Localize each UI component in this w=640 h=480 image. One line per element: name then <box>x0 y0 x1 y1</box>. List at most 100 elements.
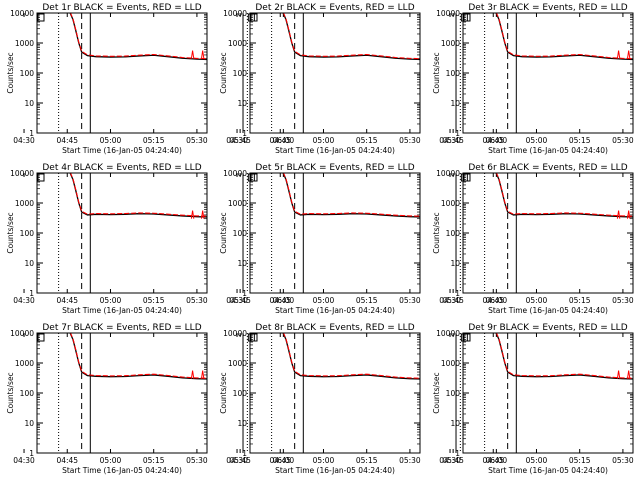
y-tick-label: 10 <box>237 99 247 108</box>
series-line-events <box>69 173 207 218</box>
lld-spike <box>616 50 621 59</box>
y-axis-label: Counts/sec <box>219 372 228 413</box>
y-tick-label: 1 <box>29 289 34 298</box>
x-tick-label: 05:15 <box>143 136 165 145</box>
y-axis-label: Counts/sec <box>6 372 15 413</box>
corner-box-left <box>37 13 45 22</box>
x-tick-label: 05:30 <box>399 136 421 145</box>
plot-frame <box>462 12 634 134</box>
series-line-lld <box>495 13 633 60</box>
x-tick-label: 06:00 <box>486 456 508 465</box>
corner-box-left <box>37 333 45 342</box>
y-tick-label: 100 <box>20 389 35 398</box>
y-tick-label: 100 <box>446 69 461 78</box>
plot-frame <box>36 332 208 454</box>
chart-title: Det 8r BLACK = Events, RED = LLD <box>255 323 414 333</box>
series-line-lld <box>495 173 633 217</box>
chart-title: Det 4r BLACK = Events, RED = LLD <box>42 163 201 173</box>
x-tick-label: 04:45 <box>56 456 78 465</box>
y-tick-label: 1000 <box>15 39 34 48</box>
series-line-lld <box>69 173 207 217</box>
x-axis-label: Start Time (16-Jan-05 04:24:40) <box>488 146 608 155</box>
chart-title: Det 5r BLACK = Events, RED = LLD <box>255 163 414 173</box>
y-tick-label: 1000 <box>441 39 460 48</box>
x-tick-label: 04:45 <box>482 136 504 145</box>
y-tick-label: 10 <box>24 99 34 108</box>
series-group <box>69 333 207 380</box>
y-tick-label: 100 <box>233 69 248 78</box>
series-line-lld <box>69 333 207 379</box>
chart-panel-8: Det 8r BLACK = Events, RED = LLD Counts/s… <box>219 323 507 475</box>
lld-spike <box>190 210 195 219</box>
corner-box-left <box>250 333 258 342</box>
y-tick-label: 1000 <box>441 199 460 208</box>
series-line-events <box>282 333 420 380</box>
x-tick-label: 04:30 <box>439 136 461 145</box>
y-tick-label: 10 <box>24 259 34 268</box>
x-tick-label: 04:30 <box>226 136 248 145</box>
y-tick-label: 1 <box>242 289 247 298</box>
series-line-lld <box>69 13 207 60</box>
y-tick-label: 1 <box>29 129 34 138</box>
y-tick-label: 10 <box>237 419 247 428</box>
y-tick-label: 1 <box>29 449 34 458</box>
x-tick-label: 05:00 <box>313 296 335 305</box>
series-line-lld <box>282 173 420 217</box>
series-group <box>282 333 420 380</box>
lld-spike <box>200 370 205 379</box>
series-group <box>282 173 420 218</box>
y-tick-label: 100 <box>20 229 35 238</box>
y-tick-label: 10000 <box>10 169 34 178</box>
x-tick-label: 04:30 <box>13 456 35 465</box>
x-tick-label: 05:15 <box>569 296 591 305</box>
y-tick-label: 10 <box>237 259 247 268</box>
y-tick-label: 10 <box>450 259 460 268</box>
y-tick-label: 10000 <box>436 329 460 338</box>
x-tick-label: 06:00 <box>486 296 508 305</box>
x-tick-label: 04:45 <box>269 136 291 145</box>
lld-spike <box>616 210 621 219</box>
corner-box-left <box>37 173 45 182</box>
chart-title: Det 2r BLACK = Events, RED = LLD <box>255 3 414 13</box>
corner-box-left <box>463 333 471 342</box>
x-axis-label: Start Time (16-Jan-05 04:24:40) <box>275 466 395 475</box>
y-tick-label: 10 <box>24 419 34 428</box>
x-tick-label: 04:45 <box>56 296 78 305</box>
series-line-events <box>69 13 207 61</box>
series-group <box>495 173 633 219</box>
chart-title: Det 6r BLACK = Events, RED = LLD <box>468 163 627 173</box>
y-tick-label: 100 <box>446 229 461 238</box>
x-tick-label: 05:00 <box>313 456 335 465</box>
series-line-events <box>495 173 633 218</box>
plot-frame <box>249 332 421 454</box>
y-tick-label: 1 <box>455 289 460 298</box>
y-tick-label: 10000 <box>436 9 460 18</box>
y-tick-label: 10000 <box>223 9 247 18</box>
y-axis-label: Counts/sec <box>219 52 228 93</box>
chart-panel-4: Det 4r BLACK = Events, RED = LLD Counts/s… <box>6 163 294 315</box>
x-tick-label: 05:15 <box>143 296 165 305</box>
lld-spike <box>626 370 631 379</box>
y-tick-label: 10000 <box>223 169 247 178</box>
series-line-events <box>495 333 633 380</box>
series-line-lld <box>495 333 633 379</box>
y-tick-label: 100 <box>233 389 248 398</box>
y-tick-label: 1 <box>242 129 247 138</box>
chart-title: Det 9r BLACK = Events, RED = LLD <box>468 323 627 333</box>
y-tick-label: 10000 <box>436 169 460 178</box>
plot-frame <box>462 172 634 294</box>
y-axis-label: Counts/sec <box>432 212 441 253</box>
x-tick-label: 05:45 <box>442 136 464 145</box>
x-tick-label: 04:30 <box>439 296 461 305</box>
y-tick-label: 10000 <box>10 9 34 18</box>
x-axis-label: Start Time (16-Jan-05 04:24:40) <box>488 466 608 475</box>
chart-title: Det 3r BLACK = Events, RED = LLD <box>468 3 627 13</box>
y-tick-label: 1 <box>455 449 460 458</box>
lld-spike <box>190 50 195 59</box>
corner-box-left <box>250 13 258 22</box>
x-tick-label: 04:30 <box>13 296 35 305</box>
y-axis-label: Counts/sec <box>6 212 15 253</box>
chart-panel-9: Det 9r BLACK = Events, RED = LLD Counts/s… <box>432 323 634 475</box>
x-tick-label: 04:45 <box>482 456 504 465</box>
